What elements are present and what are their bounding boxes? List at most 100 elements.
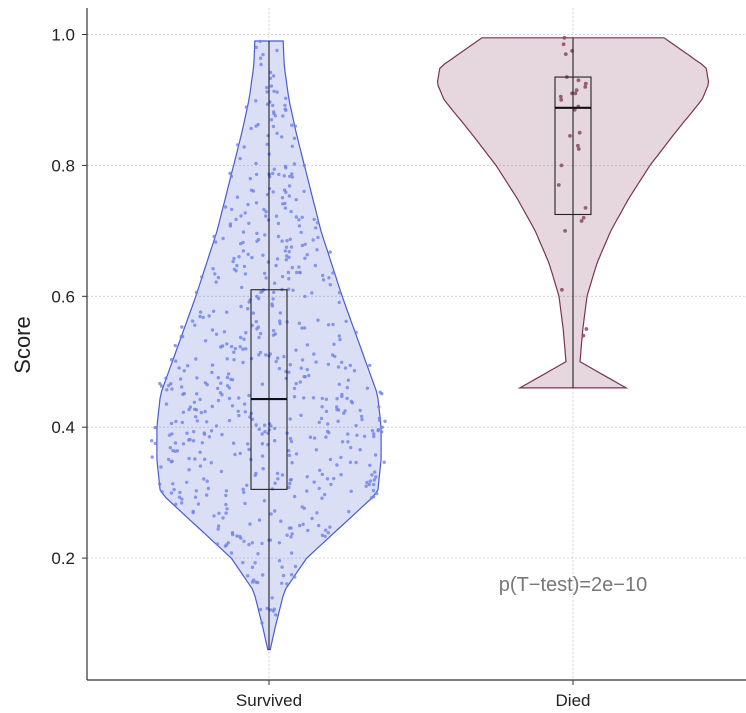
data-point [257, 353, 261, 357]
data-point [277, 366, 282, 371]
data-point [164, 376, 168, 380]
data-point [244, 331, 248, 335]
data-point [205, 383, 209, 387]
data-point [233, 452, 237, 457]
data-point [254, 172, 259, 177]
data-point [370, 429, 375, 433]
data-point [260, 432, 264, 436]
data-point [174, 359, 178, 363]
data-point [178, 377, 183, 381]
data-point [289, 526, 293, 530]
data-point [556, 183, 561, 187]
data-point [360, 417, 364, 422]
data-point [216, 275, 221, 280]
data-point [234, 217, 238, 222]
data-point [160, 490, 164, 494]
data-point [243, 501, 247, 506]
data-point [167, 457, 171, 462]
y-axis-title: Score [10, 316, 35, 373]
data-point [174, 419, 178, 424]
data-point [319, 416, 324, 421]
y-tick-label: 0.6 [51, 287, 75, 306]
data-point [278, 311, 282, 315]
data-point [216, 386, 220, 391]
data-point [315, 221, 320, 225]
y-tick-label: 0.4 [51, 418, 75, 437]
data-point [329, 482, 333, 487]
data-point [269, 512, 273, 516]
data-point [260, 454, 265, 458]
data-point [288, 237, 292, 241]
data-point [232, 350, 236, 354]
data-point [219, 381, 223, 385]
data-point [237, 413, 241, 418]
data-point [270, 302, 274, 306]
data-point [236, 143, 240, 147]
data-point [373, 453, 378, 457]
data-point [262, 423, 267, 427]
data-point [247, 393, 251, 398]
data-point [211, 267, 215, 271]
data-point [250, 565, 255, 569]
data-point [293, 124, 297, 128]
data-point [320, 396, 324, 401]
data-point [213, 272, 217, 276]
data-point [271, 171, 275, 176]
data-point [193, 457, 197, 461]
data-point [299, 230, 303, 235]
data-point [328, 457, 333, 462]
data-point [277, 541, 282, 545]
data-point [271, 297, 275, 301]
data-point [261, 467, 265, 471]
data-point [265, 606, 269, 611]
data-point [170, 432, 174, 436]
data-point [275, 90, 279, 94]
data-point [285, 582, 289, 586]
data-point [332, 342, 336, 346]
data-point [180, 325, 184, 329]
data-point [359, 414, 364, 419]
data-point [246, 574, 250, 578]
data-point [200, 275, 204, 279]
data-point [302, 396, 306, 400]
data-point [298, 523, 302, 528]
data-point [581, 215, 586, 220]
data-point [261, 253, 265, 257]
data-point [273, 439, 277, 443]
data-point [244, 347, 248, 351]
data-point [271, 190, 275, 194]
data-point [242, 490, 246, 495]
data-point [302, 163, 306, 168]
data-point [274, 263, 278, 268]
iqr-box [250, 289, 288, 490]
data-point [250, 541, 254, 545]
data-point [344, 319, 348, 323]
data-point [274, 214, 279, 218]
violin-group-died [436, 35, 710, 389]
data-point [177, 366, 181, 370]
data-point [224, 502, 228, 507]
data-point [292, 395, 297, 399]
data-point [201, 315, 205, 320]
data-point [243, 211, 247, 215]
data-point [255, 327, 259, 331]
data-point [242, 337, 246, 341]
data-point [315, 248, 319, 252]
data-point [260, 541, 264, 546]
data-point [273, 114, 277, 118]
data-point [212, 514, 216, 518]
data-point [305, 343, 310, 347]
data-point [180, 334, 185, 339]
data-point [217, 511, 221, 515]
data-point [219, 469, 224, 474]
data-point [560, 287, 564, 292]
data-point [216, 527, 220, 531]
data-point [169, 421, 174, 426]
data-point [196, 502, 201, 506]
data-point [326, 362, 331, 366]
data-point [225, 375, 230, 380]
data-point [289, 209, 293, 214]
data-point [281, 573, 286, 578]
data-point [250, 417, 255, 421]
data-point [173, 441, 178, 445]
